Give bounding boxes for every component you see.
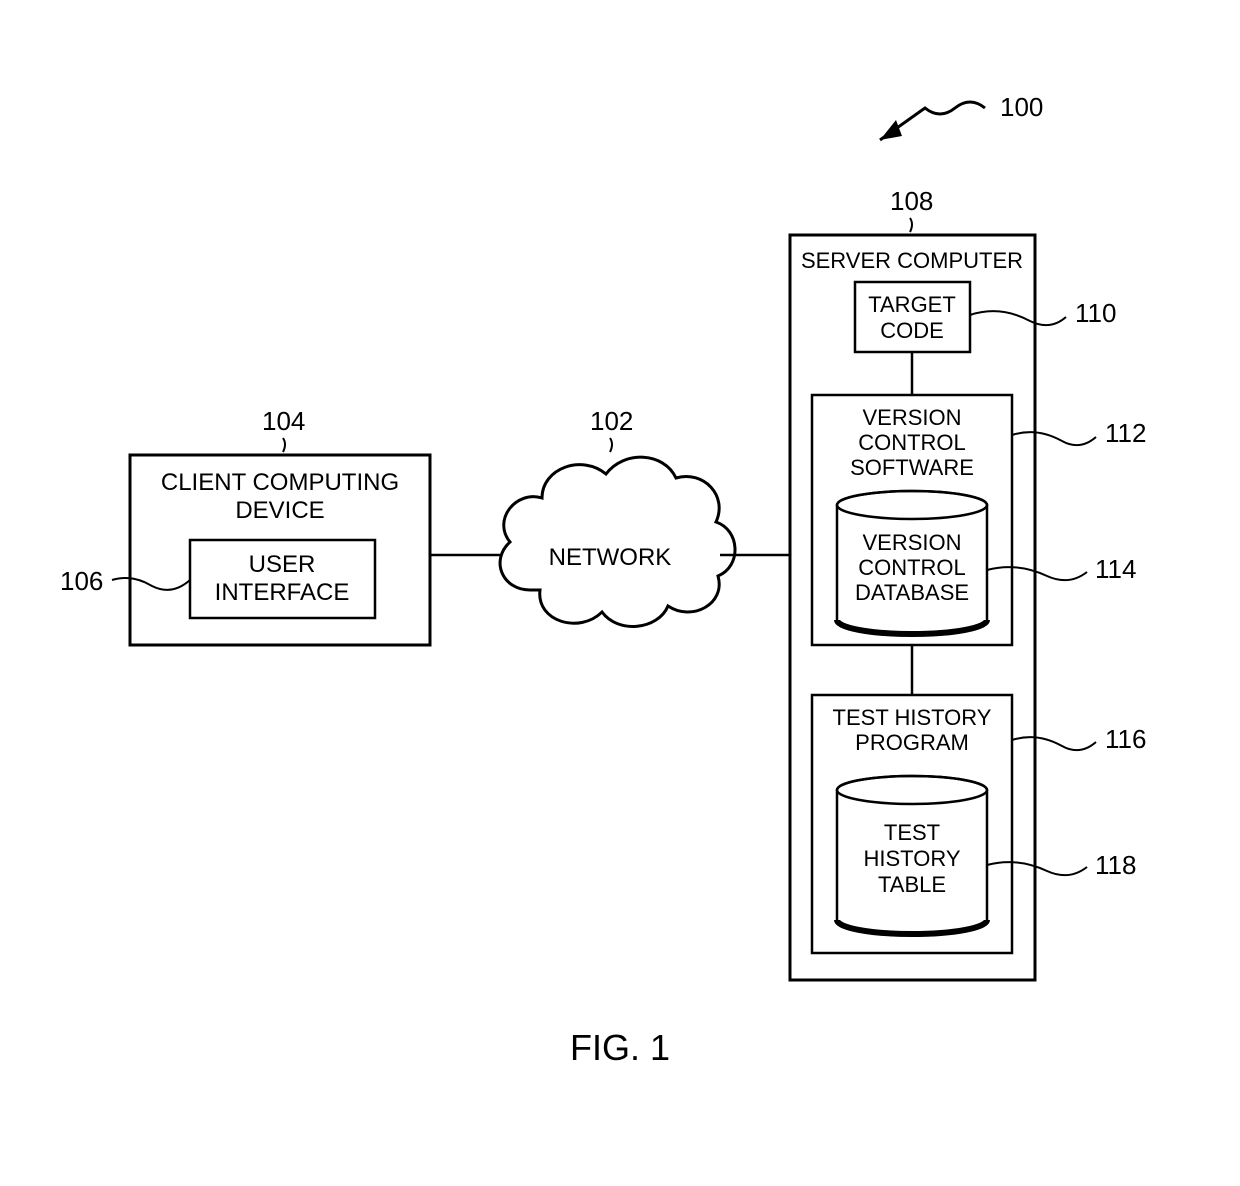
vcs-l1: VERSION <box>862 405 961 430</box>
client-title-l2: DEVICE <box>235 497 324 524</box>
ref-116-label: 116 <box>1105 724 1146 754</box>
vcs-box: VERSION CONTROL SOFTWARE VERSION CONTROL… <box>812 395 1012 645</box>
ref-110-label: 110 <box>1075 298 1116 328</box>
thp-box: TEST HISTORY PROGRAM TEST HISTORY TABLE <box>812 695 1012 953</box>
network-cloud: 102 NETWORK <box>500 406 735 626</box>
figure-caption: FIG. 1 <box>570 1027 670 1068</box>
vcdb-cylinder: VERSION CONTROL DATABASE <box>837 491 987 634</box>
tht-l3: TABLE <box>878 872 946 897</box>
vcdb-l2: CONTROL <box>858 555 966 580</box>
tht-l2: HISTORY <box>864 846 961 871</box>
vcs-l2: CONTROL <box>858 430 966 455</box>
ref-118-label: 118 <box>1095 850 1136 880</box>
server-title: SERVER COMPUTER <box>801 248 1023 273</box>
target-l1: TARGET <box>868 292 956 317</box>
ref-108-label: 108 <box>890 186 933 216</box>
tht-cylinder: TEST HISTORY TABLE <box>837 776 987 934</box>
server-computer-box: 108 SERVER COMPUTER TARGET CODE 110 VERS… <box>790 186 1146 980</box>
ref-100-arrow: 100 <box>880 92 1043 140</box>
thp-l1: TEST HISTORY <box>833 705 992 730</box>
ref-114-label: 114 <box>1095 554 1136 584</box>
ref-106-label: 106 <box>60 566 103 596</box>
ui-label-l2: INTERFACE <box>215 579 350 606</box>
vcdb-l3: DATABASE <box>855 580 969 605</box>
client-device-box: 104 CLIENT COMPUTING DEVICE USER INTERFA… <box>60 406 430 645</box>
ref-104-label: 104 <box>262 406 305 436</box>
ui-label-l1: USER <box>249 551 316 578</box>
vcs-l3: SOFTWARE <box>850 455 974 480</box>
network-label: NETWORK <box>549 544 672 571</box>
target-code-box: TARGET CODE <box>855 282 970 352</box>
vcdb-l1: VERSION <box>862 530 961 555</box>
thp-l2: PROGRAM <box>855 730 969 755</box>
ref-102-label: 102 <box>590 406 633 436</box>
tht-l1: TEST <box>884 820 940 845</box>
ref-112-label: 112 <box>1105 418 1146 448</box>
ref-100-label: 100 <box>1000 92 1043 122</box>
figure-1-diagram: 100 104 CLIENT COMPUTING DEVICE USER INT… <box>0 0 1240 1186</box>
client-title-l1: CLIENT COMPUTING <box>161 469 399 496</box>
target-l2: CODE <box>880 318 944 343</box>
